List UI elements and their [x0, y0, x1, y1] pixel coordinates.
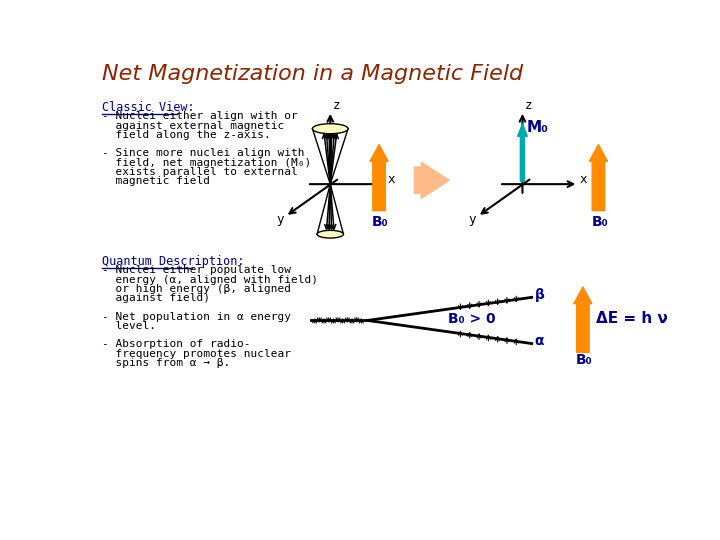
Text: or high energy (β, aligned: or high energy (β, aligned	[102, 284, 291, 294]
Text: against external magnetic: against external magnetic	[102, 121, 284, 131]
Ellipse shape	[312, 124, 348, 134]
Text: - Since more nuclei align with: - Since more nuclei align with	[102, 148, 304, 158]
Text: M₀: M₀	[527, 120, 549, 135]
Text: magnetic field: magnetic field	[102, 176, 210, 186]
FancyArrowPatch shape	[590, 145, 608, 211]
Text: x: x	[580, 173, 588, 186]
FancyArrowPatch shape	[370, 145, 388, 211]
Text: z: z	[333, 99, 340, 112]
Text: Quantum Description:: Quantum Description:	[102, 255, 244, 268]
Text: Classic View:: Classic View:	[102, 101, 194, 114]
Text: y: y	[276, 213, 284, 226]
Text: x: x	[387, 173, 395, 186]
Text: - Nuclei either populate low: - Nuclei either populate low	[102, 266, 291, 275]
Ellipse shape	[317, 231, 343, 238]
Text: β: β	[535, 288, 545, 302]
FancyArrowPatch shape	[518, 124, 527, 181]
Text: energy (α, aligned with field): energy (α, aligned with field)	[102, 275, 318, 285]
Text: frequency promotes nuclear: frequency promotes nuclear	[102, 349, 291, 359]
Text: B₀: B₀	[591, 215, 608, 230]
Text: field along the z-axis.: field along the z-axis.	[102, 130, 271, 140]
Text: α: α	[535, 334, 544, 348]
Text: against field): against field)	[102, 293, 210, 303]
Text: z: z	[525, 99, 532, 112]
Text: - Absorption of radio-: - Absorption of radio-	[102, 339, 250, 349]
Text: B₀ > 0: B₀ > 0	[448, 312, 495, 326]
FancyArrowPatch shape	[574, 287, 592, 352]
Text: - Net population in α energy: - Net population in α energy	[102, 312, 291, 322]
Text: B₀: B₀	[576, 353, 593, 367]
Text: y: y	[468, 213, 476, 226]
Text: spins from α → β.: spins from α → β.	[102, 358, 230, 368]
Text: level.: level.	[102, 321, 156, 331]
FancyArrowPatch shape	[415, 162, 449, 198]
Text: ΔE = h ν: ΔE = h ν	[596, 310, 668, 326]
Text: exists parallel to external: exists parallel to external	[102, 167, 297, 177]
Text: field, net magnetization (M₀): field, net magnetization (M₀)	[102, 158, 311, 167]
Text: Net Magnetization in a Magnetic Field: Net Magnetization in a Magnetic Field	[102, 64, 523, 84]
Text: B₀: B₀	[372, 215, 389, 230]
Text: - Nuclei either align with or: - Nuclei either align with or	[102, 111, 297, 122]
